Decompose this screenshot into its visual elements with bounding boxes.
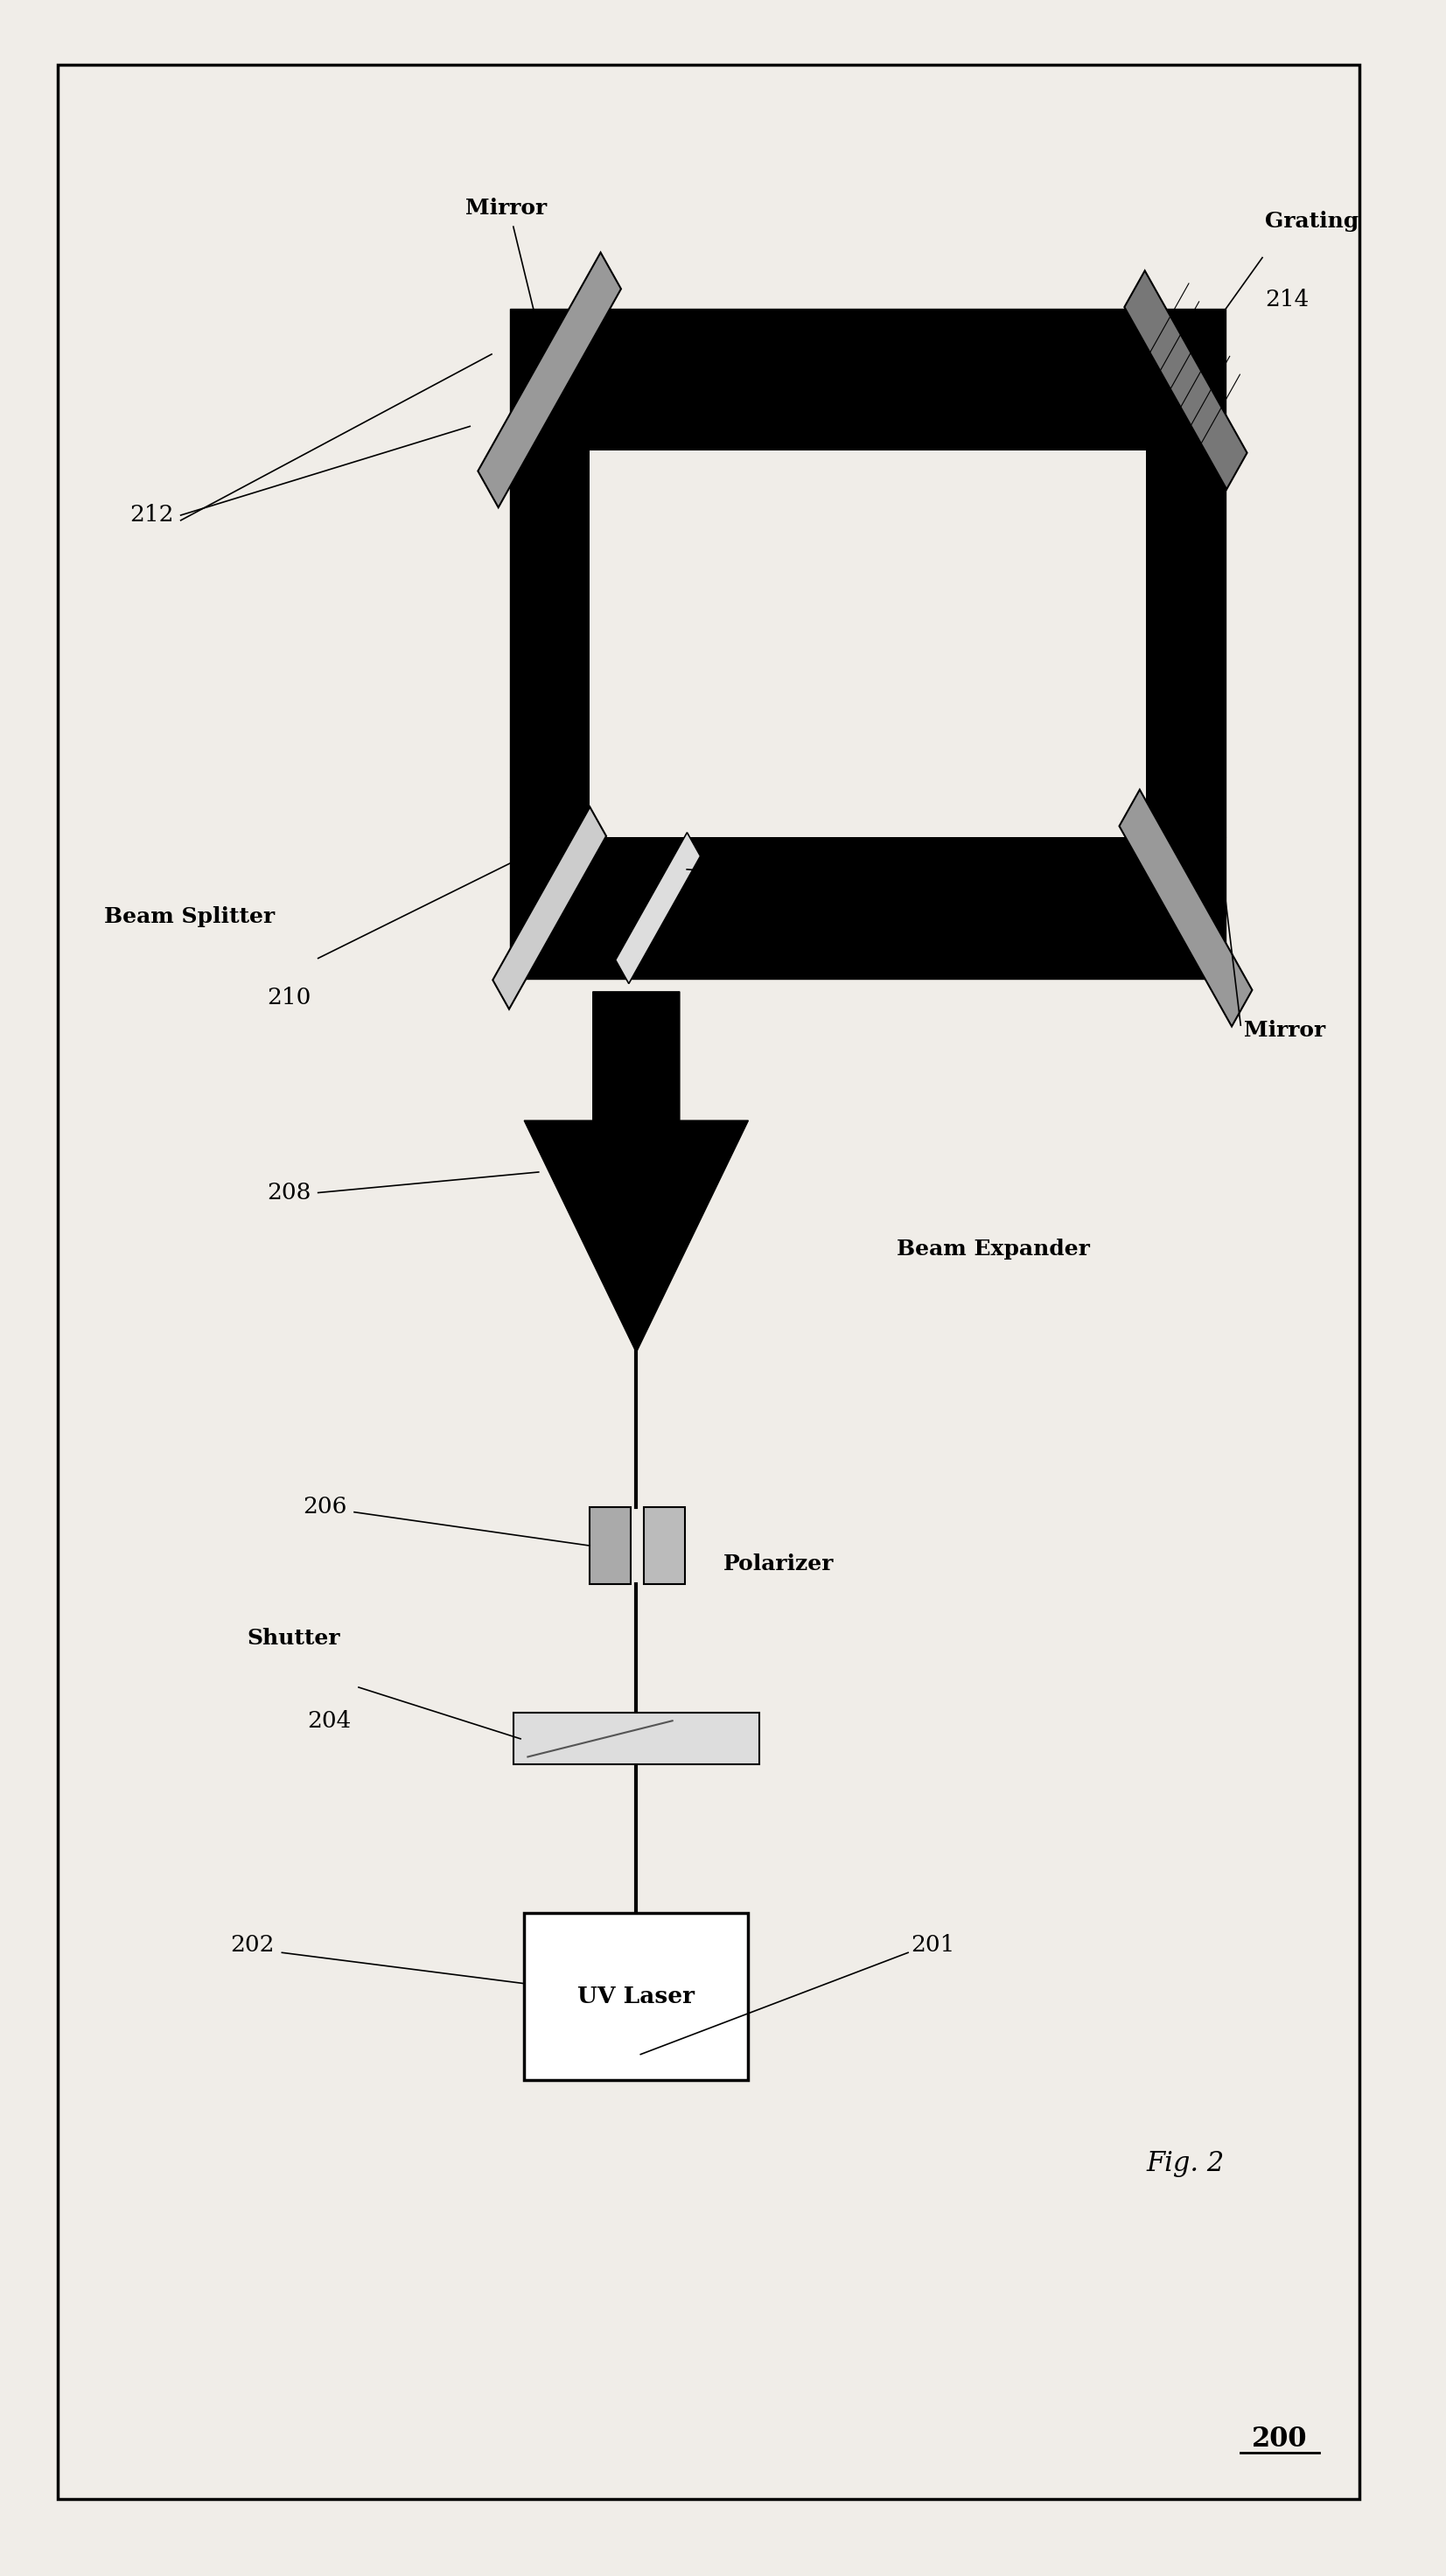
Text: UV Laser: UV Laser (577, 1986, 696, 2007)
Text: 200: 200 (1252, 2427, 1307, 2452)
Polygon shape (616, 832, 700, 984)
Text: 214: 214 (1265, 289, 1309, 309)
Bar (513, 1713, 759, 1765)
Text: Fig. 2: Fig. 2 (1147, 2151, 1225, 2177)
Text: Beam Splitter: Beam Splitter (104, 907, 275, 927)
Bar (523, 1911, 749, 2081)
Bar (1145, 451, 1225, 837)
Polygon shape (479, 252, 620, 507)
Polygon shape (523, 992, 749, 1352)
Bar (509, 451, 589, 837)
Polygon shape (493, 806, 606, 1010)
Text: 203: 203 (860, 866, 905, 886)
Text: Grating: Grating (1265, 211, 1359, 232)
Text: Shutter: Shutter (247, 1628, 340, 1649)
Text: 201: 201 (911, 1935, 954, 1955)
Text: 204: 204 (308, 1710, 351, 1731)
Bar (509, 309, 1225, 451)
Text: Polarizer: Polarizer (723, 1553, 833, 1574)
Polygon shape (1125, 270, 1246, 489)
Bar (643, 1507, 685, 1584)
Text: 208: 208 (268, 1182, 311, 1203)
Text: 206: 206 (304, 1497, 347, 1517)
Bar (589, 1507, 630, 1584)
Text: Mirror: Mirror (466, 198, 547, 219)
Text: Mirror: Mirror (1244, 1020, 1325, 1041)
Polygon shape (1119, 791, 1252, 1025)
Text: Beam Expander: Beam Expander (897, 1239, 1090, 1260)
Text: 212: 212 (129, 505, 174, 526)
Bar (509, 837, 1225, 979)
Bar (590, 451, 1145, 837)
Text: 210: 210 (268, 987, 311, 1007)
Text: 202: 202 (230, 1935, 275, 1955)
